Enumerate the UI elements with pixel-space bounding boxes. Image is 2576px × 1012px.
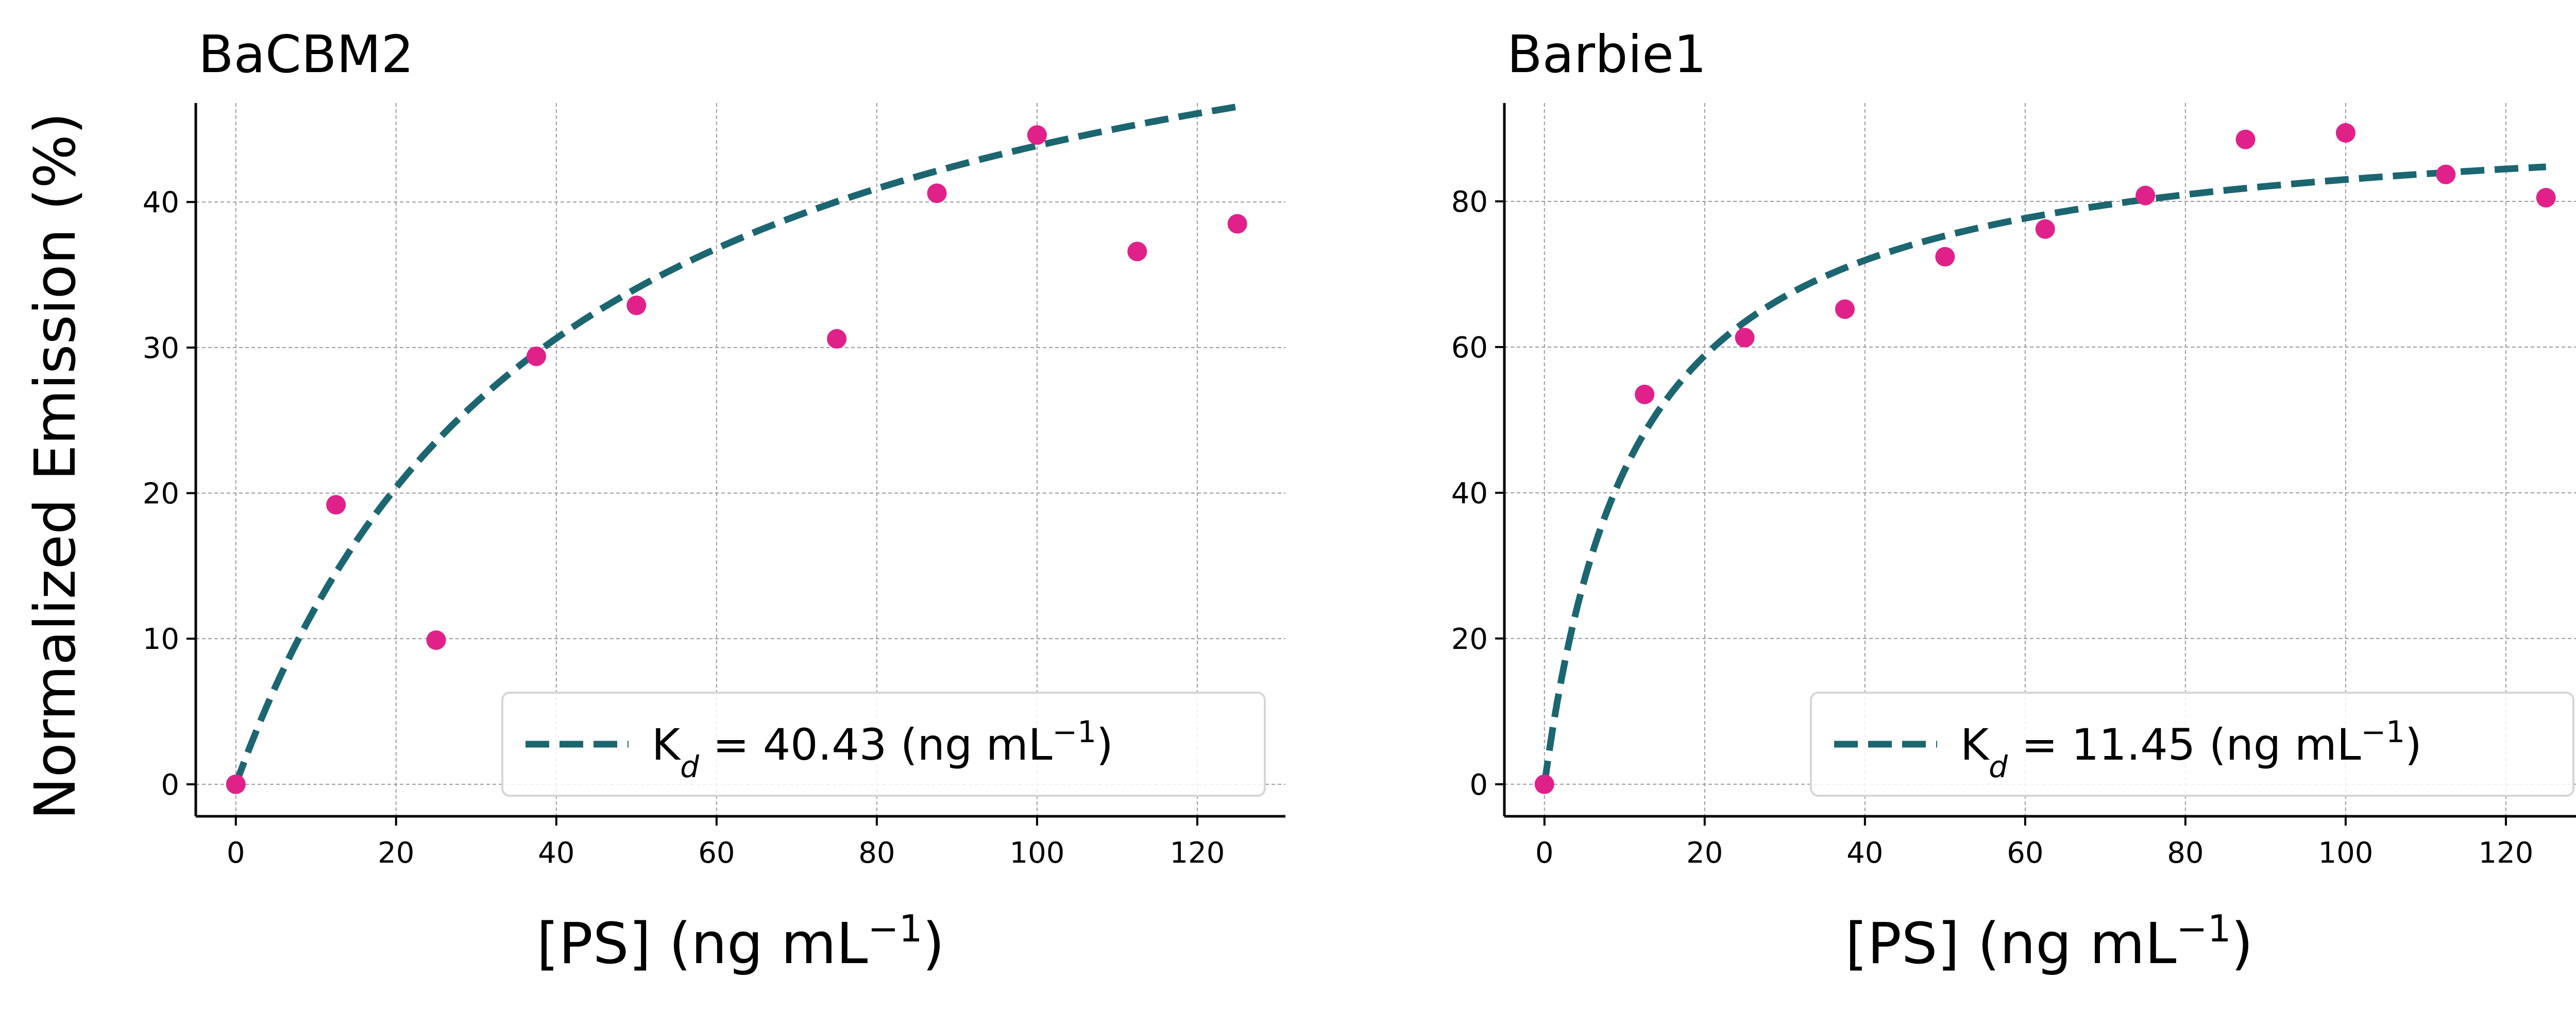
data-point — [1835, 299, 1855, 319]
data-point — [2035, 219, 2055, 239]
data-point — [1935, 247, 1955, 267]
data-point — [2436, 164, 2456, 184]
data-point — [626, 295, 647, 315]
x-tick-label: 60 — [2007, 836, 2043, 870]
x-tick-label: 100 — [1009, 836, 1064, 870]
data-point — [827, 329, 847, 349]
data-point — [1534, 774, 1554, 794]
data-point — [927, 183, 947, 203]
data-point — [2335, 123, 2355, 143]
data-point — [326, 495, 346, 515]
panel-title: BaCBM2 — [198, 24, 414, 84]
y-tick-label: 20 — [1451, 623, 1488, 656]
legend-box — [501, 692, 1266, 797]
x-tick-label: 20 — [378, 836, 414, 870]
data-point — [1635, 384, 1655, 404]
data-point — [1735, 328, 1755, 348]
data-point — [526, 346, 546, 366]
x-tick-label: 0 — [227, 836, 245, 870]
x-tick-label: 100 — [2318, 836, 2373, 870]
legend-label: Kd = 11.45 (ng mL−1) — [1960, 714, 2422, 784]
legend-box — [1810, 692, 2574, 797]
y-tick-label: 30 — [143, 332, 179, 365]
y-tick-label: 80 — [1451, 185, 1488, 219]
x-axis-label: [PS] (ng mL−1) — [537, 907, 945, 976]
data-point — [1027, 125, 1047, 145]
y-tick-label: 20 — [143, 477, 179, 511]
data-point — [2536, 187, 2556, 208]
y-tick-label: 40 — [143, 186, 179, 219]
x-tick-label: 80 — [858, 836, 895, 870]
fit-curve — [232, 103, 1238, 786]
data-point — [226, 774, 246, 794]
y-axis-label: Normalized Emission (%) — [22, 112, 88, 820]
fit-curve — [1541, 163, 2547, 785]
legend-label: Kd = 40.43 (ng mL−1) — [652, 714, 1113, 784]
y-tick-label: 60 — [1451, 331, 1488, 365]
panel-title: Barbie1 — [1507, 24, 1706, 84]
chart-panel-bacbm2: 0 20 40 60 80 100 120 0 10 20 30 40 BaCBM2 [PS] (ng m… — [143, 24, 1285, 976]
x-tick-label: 120 — [2478, 836, 2533, 870]
x-axis-label: [PS] (ng mL−1) — [1845, 907, 2253, 976]
data-point — [426, 630, 446, 650]
data-point — [2235, 129, 2256, 149]
x-tick-label: 120 — [1170, 836, 1225, 870]
data-point — [1227, 214, 1247, 234]
x-tick-label: 0 — [1535, 836, 1554, 870]
chart-panel-barbie1: 0 20 40 60 80 100 120 0 20 40 60 80 Barbie1 [PS] (ng … — [1451, 24, 2576, 976]
y-tick-label: 40 — [1451, 477, 1488, 510]
data-point — [2136, 185, 2156, 205]
x-tick-label: 80 — [2167, 836, 2204, 870]
y-tick-label: 0 — [161, 768, 179, 802]
data-point — [1127, 242, 1147, 262]
x-tick-label: 60 — [698, 836, 735, 870]
x-tick-label: 40 — [1846, 836, 1883, 870]
x-tick-label: 40 — [538, 836, 574, 870]
y-tick-label: 10 — [143, 623, 179, 656]
x-tick-label: 20 — [1686, 836, 1723, 870]
y-tick-label: 0 — [1469, 768, 1488, 802]
